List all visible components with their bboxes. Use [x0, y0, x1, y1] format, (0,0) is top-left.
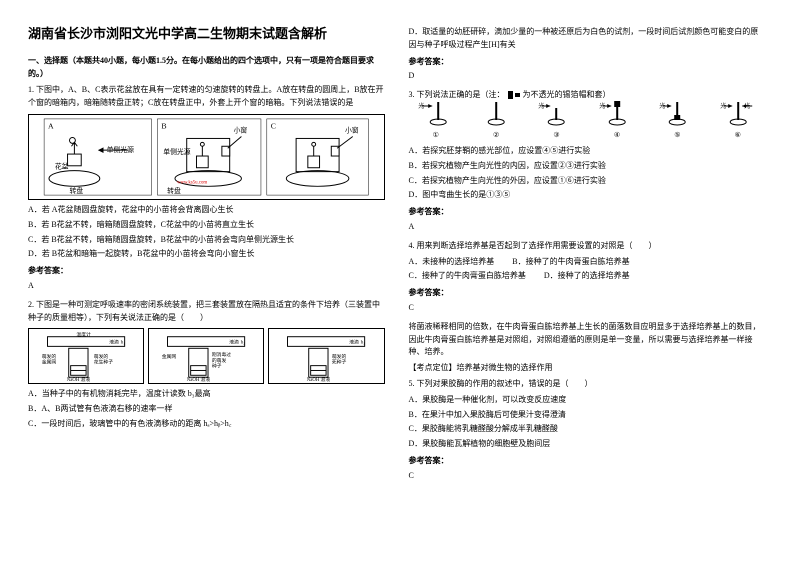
svg-text:液滴: 液滴 [109, 339, 119, 346]
q3-icon-2: ② [469, 98, 523, 141]
q3-option-d: D．图中弯曲生长的是①③⑤ [409, 189, 766, 202]
q3-figure: 光 ① ② 光 ③ 光 ④ 光 ⑤ 光光 ⑥ [409, 105, 766, 141]
q3-label-5: ⑤ [674, 131, 680, 139]
svg-text:小窗: 小窗 [345, 126, 359, 135]
svg-text:温度计: 温度计 [76, 331, 91, 338]
svg-text:萌发的: 萌发的 [42, 353, 57, 360]
q3-answer-label: 参考答案： [409, 206, 766, 219]
svg-text:花盆: 花盆 [55, 162, 69, 171]
svg-text:www.ks5u.com: www.ks5u.com [177, 180, 207, 185]
q3-label-3: ③ [553, 131, 559, 139]
left-column: 湖南省长沙市浏阳文光中学高二生物期末试题含解析 一、选择题（本题共40小题，每小… [28, 24, 385, 537]
svg-text:萌发的: 萌发的 [94, 353, 109, 360]
svg-text:液滴: 液滴 [229, 339, 239, 346]
q3-option-a: A．若探究胚芽鞘的感光部位，应设置④⑤进行实验 [409, 145, 766, 158]
q2-option-c: C．一段时间后，玻璃管中的有色液滴移动的距离 hₐ>hᵦ>h꜀ [28, 418, 385, 431]
section-selection-heading: 一、选择题（本题共40小题，每小题1.5分。在每小题给出的四个选项中，只有一项是… [28, 55, 385, 81]
q2-answer-label: 参考答案： [409, 56, 766, 69]
q5-stem: 5. 下列对果胶酶的作用的叙述中，错误的是（ ） [409, 378, 766, 391]
q3-label-1: ① [433, 131, 439, 139]
q3-icon-6: 光光 ⑥ [711, 98, 765, 141]
q5-answer: C [409, 470, 766, 483]
q2-option-d: D．取适量的幼胚研碎，滴加少量的一种被还原后为白色的试剂，一段时间后试剂颜色可能… [409, 26, 766, 52]
q4-opt-b-text: B．接种了的牛肉膏蛋白胨培养基 [512, 257, 629, 266]
svg-text:萌发的: 萌发的 [332, 353, 347, 360]
q3-answer: A [409, 221, 766, 234]
svg-text:花生种子: 花生种子 [94, 359, 113, 366]
q3-icon-4: 光 ④ [590, 98, 644, 141]
svg-text:NaOH 溶液: NaOH 溶液 [67, 376, 91, 383]
q2-tube-b: 液滴 h₂ 金属网 刚消毒过 的萌发 种子 NaOH 溶液 [148, 328, 264, 384]
q1-answer: A [28, 280, 385, 293]
q2-option-a: A．当种子中的有机物消耗完毕，温度计读数 b₃最高 [28, 388, 385, 401]
q3-label-4: ④ [614, 131, 620, 139]
svg-text:h₁: h₁ [121, 341, 125, 346]
q2-tube-c: 液滴 h₃ 萌发的 死种子 NaOH 溶液 [268, 328, 384, 384]
q4-opt-a-text: A．未接种的选择培养基 [409, 257, 495, 266]
q1-stem: 1. 下图中，A、B、C表示花盆放在具有一定转速的匀速旋转的转盘上。A放在转盘的… [28, 84, 385, 110]
q1-option-b: B．若 B花盆不转，暗箱随圆盘旋转，C花盆中的小苗将直立生长 [28, 219, 385, 232]
q2-tube-a: 温度计 液滴 h₁ 萌发的 金属网 萌发的 花生种子 NaOH 溶液 [28, 328, 144, 384]
q2-answer: D [409, 70, 766, 83]
q4-option-c: C．接种了的牛肉膏蛋白胨培养基 D．接种了的选择培养基 [409, 270, 766, 283]
svg-text:A: A [48, 122, 54, 131]
q3-icon-5: 光 ⑤ [650, 98, 704, 141]
svg-text:NaOH 溶液: NaOH 溶液 [307, 376, 331, 383]
svg-text:的萌发: 的萌发 [212, 357, 227, 364]
svg-text:B: B [161, 122, 166, 131]
svg-text:种子: 种子 [212, 363, 222, 370]
q5-option-c: C．果胶酶能将乳糖醛酸分解成半乳糖醛酸 [409, 423, 766, 436]
q1-figure: 单侧光源 花盆 转盘 A 小窗 转盘 B 单侧光源 www.ks5u.com [28, 114, 385, 200]
q4-option-a: A．未接种的选择培养基 B．接种了的牛肉膏蛋白胨培养基 [409, 256, 766, 269]
q5-option-d: D．果胶酶能瓦解植物的细胞壁及胞间层 [409, 438, 766, 451]
svg-text:死种子: 死种子 [332, 359, 347, 366]
q5-answer-label: 参考答案： [409, 455, 766, 468]
q3-label-2: ② [493, 131, 499, 139]
q4-answer-label: 参考答案： [409, 287, 766, 300]
svg-text:刚消毒过: 刚消毒过 [212, 351, 231, 358]
q5-option-b: B．在果汁中加入果胶酶后可使果汁变得澄清 [409, 409, 766, 422]
q4-explanation: 将菌液稀释相同的倍数，在牛肉膏蛋白胨培养基上生长的菌落数目应明显多于选择培养基上… [409, 321, 766, 359]
q3-icon-1: 光 ① [409, 98, 463, 141]
q3-option-c: C．若探究植物产生向光性的外因，应设置①⑥进行实验 [409, 175, 766, 188]
svg-text:金属网: 金属网 [42, 359, 57, 366]
q2-stem: 2. 下图是一种可测定呼吸速率的密闭系统装置，把三套装置放在隔热且适宜的条件下培… [28, 299, 385, 325]
q2-figure: 温度计 液滴 h₁ 萌发的 金属网 萌发的 花生种子 NaOH 溶液 液滴 [28, 328, 385, 384]
q4-opt-c-text: C．接种了的牛肉膏蛋白胨培养基 [409, 271, 526, 280]
q4-stem: 4. 用来判断选择培养基是否起到了选择作用需要设置的对照是（ ） [409, 240, 766, 253]
right-column: D．取适量的幼胚研碎，滴加少量的一种被还原后为白色的试剂，一段时间后试剂颜色可能… [409, 24, 766, 537]
svg-text:转盘: 转盘 [167, 186, 181, 195]
q3-label-6: ⑥ [735, 131, 741, 139]
svg-text:小窗: 小窗 [234, 126, 248, 135]
svg-text:液滴: 液滴 [350, 339, 360, 346]
svg-text:金属网: 金属网 [162, 353, 177, 360]
q1-option-d: D．若 B花盆和暗箱一起旋转，B花盆中的小苗将会弯向小窗生长 [28, 248, 385, 261]
q5-option-a: A．果胶酶是一种催化剂，可以改变反应速度 [409, 394, 766, 407]
q4-answer: C [409, 302, 766, 315]
q1-answer-label: 参考答案： [28, 265, 385, 278]
svg-text:h₃: h₃ [361, 341, 365, 346]
svg-text:C: C [271, 122, 276, 131]
q4-opt-d-text: D．接种了的选择培养基 [544, 271, 630, 280]
q1-option-a: A．若 A花盆随圆盘旋转，花盆中的小苗将会背离圆心生长 [28, 204, 385, 217]
svg-text:单侧光源: 单侧光源 [163, 147, 190, 156]
svg-text:转盘: 转盘 [70, 186, 84, 195]
two-column-layout: 湖南省长沙市浏阳文光中学高二生物期末试题含解析 一、选择题（本题共40小题，每小… [28, 24, 765, 537]
document-title: 湖南省长沙市浏阳文光中学高二生物期末试题含解析 [28, 24, 385, 45]
q1-option-c: C．若 B花盆不转，暗箱随圆盘旋转，B花盆中的小苗将会弯向单侧光源生长 [28, 234, 385, 247]
q4-kaodian: 【考点定位】培养基对微生物的选择作用 [409, 362, 766, 375]
svg-text:NaOH 溶液: NaOH 溶液 [187, 376, 211, 383]
q3-option-b: B．若探究植物产生向光性的内因，应设置②③进行实验 [409, 160, 766, 173]
q2-option-b: B．A、B两试管有色液滴右移的速率一样 [28, 403, 385, 416]
svg-text:h₂: h₂ [241, 341, 245, 346]
q3-icon-3: 光 ③ [529, 98, 583, 141]
svg-text:单侧光源: 单侧光源 [107, 145, 134, 154]
